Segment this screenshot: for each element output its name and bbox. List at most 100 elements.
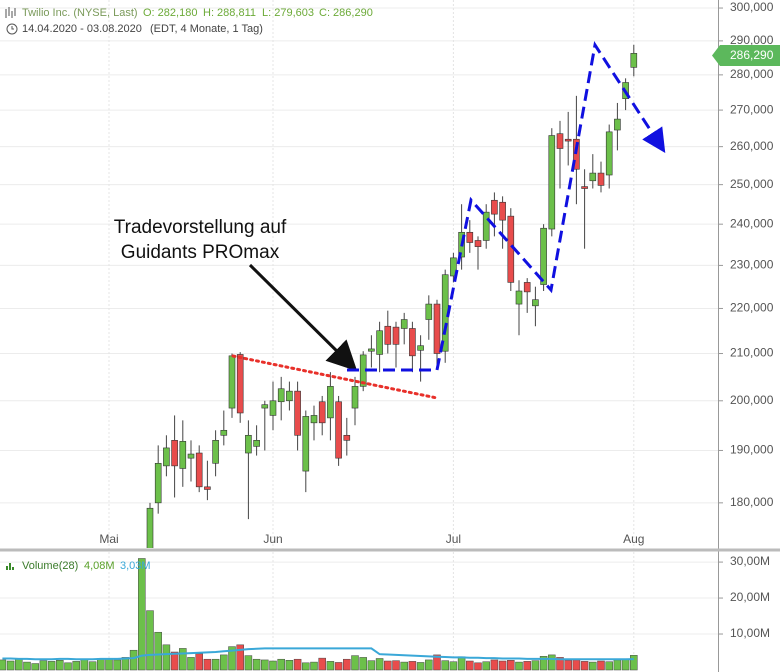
candle-body <box>630 53 638 68</box>
volume-bar <box>580 661 589 671</box>
x-tick-label: Mai <box>99 532 118 546</box>
volume-bar <box>367 660 376 671</box>
y-tick-label: 230,000 <box>730 258 774 272</box>
icon <box>5 7 16 18</box>
volume-bar <box>39 660 48 671</box>
volume-bar <box>515 661 523 671</box>
candle-body <box>195 452 203 488</box>
y-tick-label: 200,000 <box>730 393 774 407</box>
y-tick-label: 10,00M <box>730 626 770 640</box>
candle-body <box>392 326 400 345</box>
labels: 180,000 190,000 200,000 210,000 220,000 230,0… <box>99 0 773 640</box>
volume-bar <box>244 655 253 671</box>
y-tick-label: 270,000 <box>730 102 774 116</box>
candle-body <box>573 138 580 170</box>
volume-bar <box>146 610 154 671</box>
volume-bar <box>507 660 515 671</box>
clock-hand <box>11 26 14 30</box>
candle-body <box>228 355 236 409</box>
volume-bar <box>72 661 80 671</box>
volume-bar <box>6 660 15 671</box>
candle-body <box>269 400 277 416</box>
candle-body <box>614 118 621 131</box>
volume-bar <box>416 662 425 671</box>
candle-body <box>548 135 556 230</box>
annotation-text: Guidants PROmax <box>121 242 280 263</box>
y-tick-label: 250,000 <box>730 177 774 191</box>
volume-bar <box>310 661 318 671</box>
volume-bar <box>318 657 326 671</box>
candle-body <box>433 303 441 354</box>
candle-body <box>220 429 228 436</box>
annotation-arrow <box>248 263 358 372</box>
volume-bar <box>523 661 531 671</box>
volume-bar <box>466 660 474 671</box>
volume-bar <box>441 660 449 671</box>
header-high: H: 288,811 <box>203 7 256 19</box>
price-tag-label: 286,290 <box>730 48 774 62</box>
candle-body <box>523 282 531 293</box>
candle-body <box>384 325 392 345</box>
volume-bar <box>572 659 581 671</box>
volume-bar <box>15 658 23 671</box>
volume-bar <box>113 659 121 671</box>
volume-bar <box>482 661 490 671</box>
volume-bar <box>261 659 269 671</box>
volume-bar <box>392 660 400 671</box>
volume-bar <box>408 661 417 671</box>
candle-body <box>532 299 539 307</box>
volume-bar <box>220 654 228 671</box>
volume-bar <box>269 660 277 671</box>
candle-body <box>351 386 359 409</box>
volume-bar <box>211 658 220 671</box>
volume-bar <box>343 658 351 671</box>
trend-line <box>231 354 439 400</box>
y-tick-label: 260,000 <box>730 139 774 153</box>
candle-body <box>277 388 285 403</box>
volume-bar <box>548 654 556 671</box>
candle-body <box>409 328 416 357</box>
candle-body <box>499 201 506 221</box>
candle-body <box>540 227 547 285</box>
volume-average-line <box>2 647 634 661</box>
candle-body <box>253 440 260 447</box>
volume-bar <box>449 661 458 671</box>
volume-bar <box>359 657 367 671</box>
candle-body <box>581 186 588 189</box>
volume-bar <box>187 657 195 671</box>
candle-body <box>466 231 474 243</box>
volume-icon <box>6 563 14 570</box>
volume-bar <box>97 658 105 671</box>
candle-body <box>286 390 293 402</box>
projection-path <box>347 41 666 372</box>
date-range: 14.04.2020 - 03.08.2020 <box>22 23 142 35</box>
volume-bar <box>605 661 613 671</box>
volume-bar <box>613 659 622 671</box>
candle-body <box>376 330 383 355</box>
candle-body <box>294 390 301 436</box>
candle-body <box>343 434 351 441</box>
annotation-text: Tradevorstellung auf <box>114 217 287 238</box>
volume-bar <box>64 662 72 671</box>
candle-body <box>589 172 597 182</box>
y-tick-label: 240,000 <box>730 216 774 230</box>
volume-bar <box>129 649 138 671</box>
volume-bar <box>433 654 441 671</box>
candle-body <box>474 240 482 247</box>
volume-bar <box>384 660 392 671</box>
volume-bar <box>80 659 89 671</box>
volume-bar <box>293 658 302 671</box>
candle-body <box>491 199 498 215</box>
volume-bar <box>326 661 335 671</box>
header-title: Twilio Inc. (NYSE, Last) <box>22 7 138 19</box>
candle-body <box>204 486 211 490</box>
volume-bar <box>228 646 236 671</box>
candle-body <box>245 434 252 454</box>
candle-body <box>400 319 408 329</box>
candle-body <box>417 345 424 351</box>
y-tick-label: 30,00M <box>730 554 770 568</box>
y-tick-label: 280,000 <box>730 67 774 81</box>
x-tick-label: Aug <box>623 532 644 546</box>
candle-body <box>605 131 613 176</box>
